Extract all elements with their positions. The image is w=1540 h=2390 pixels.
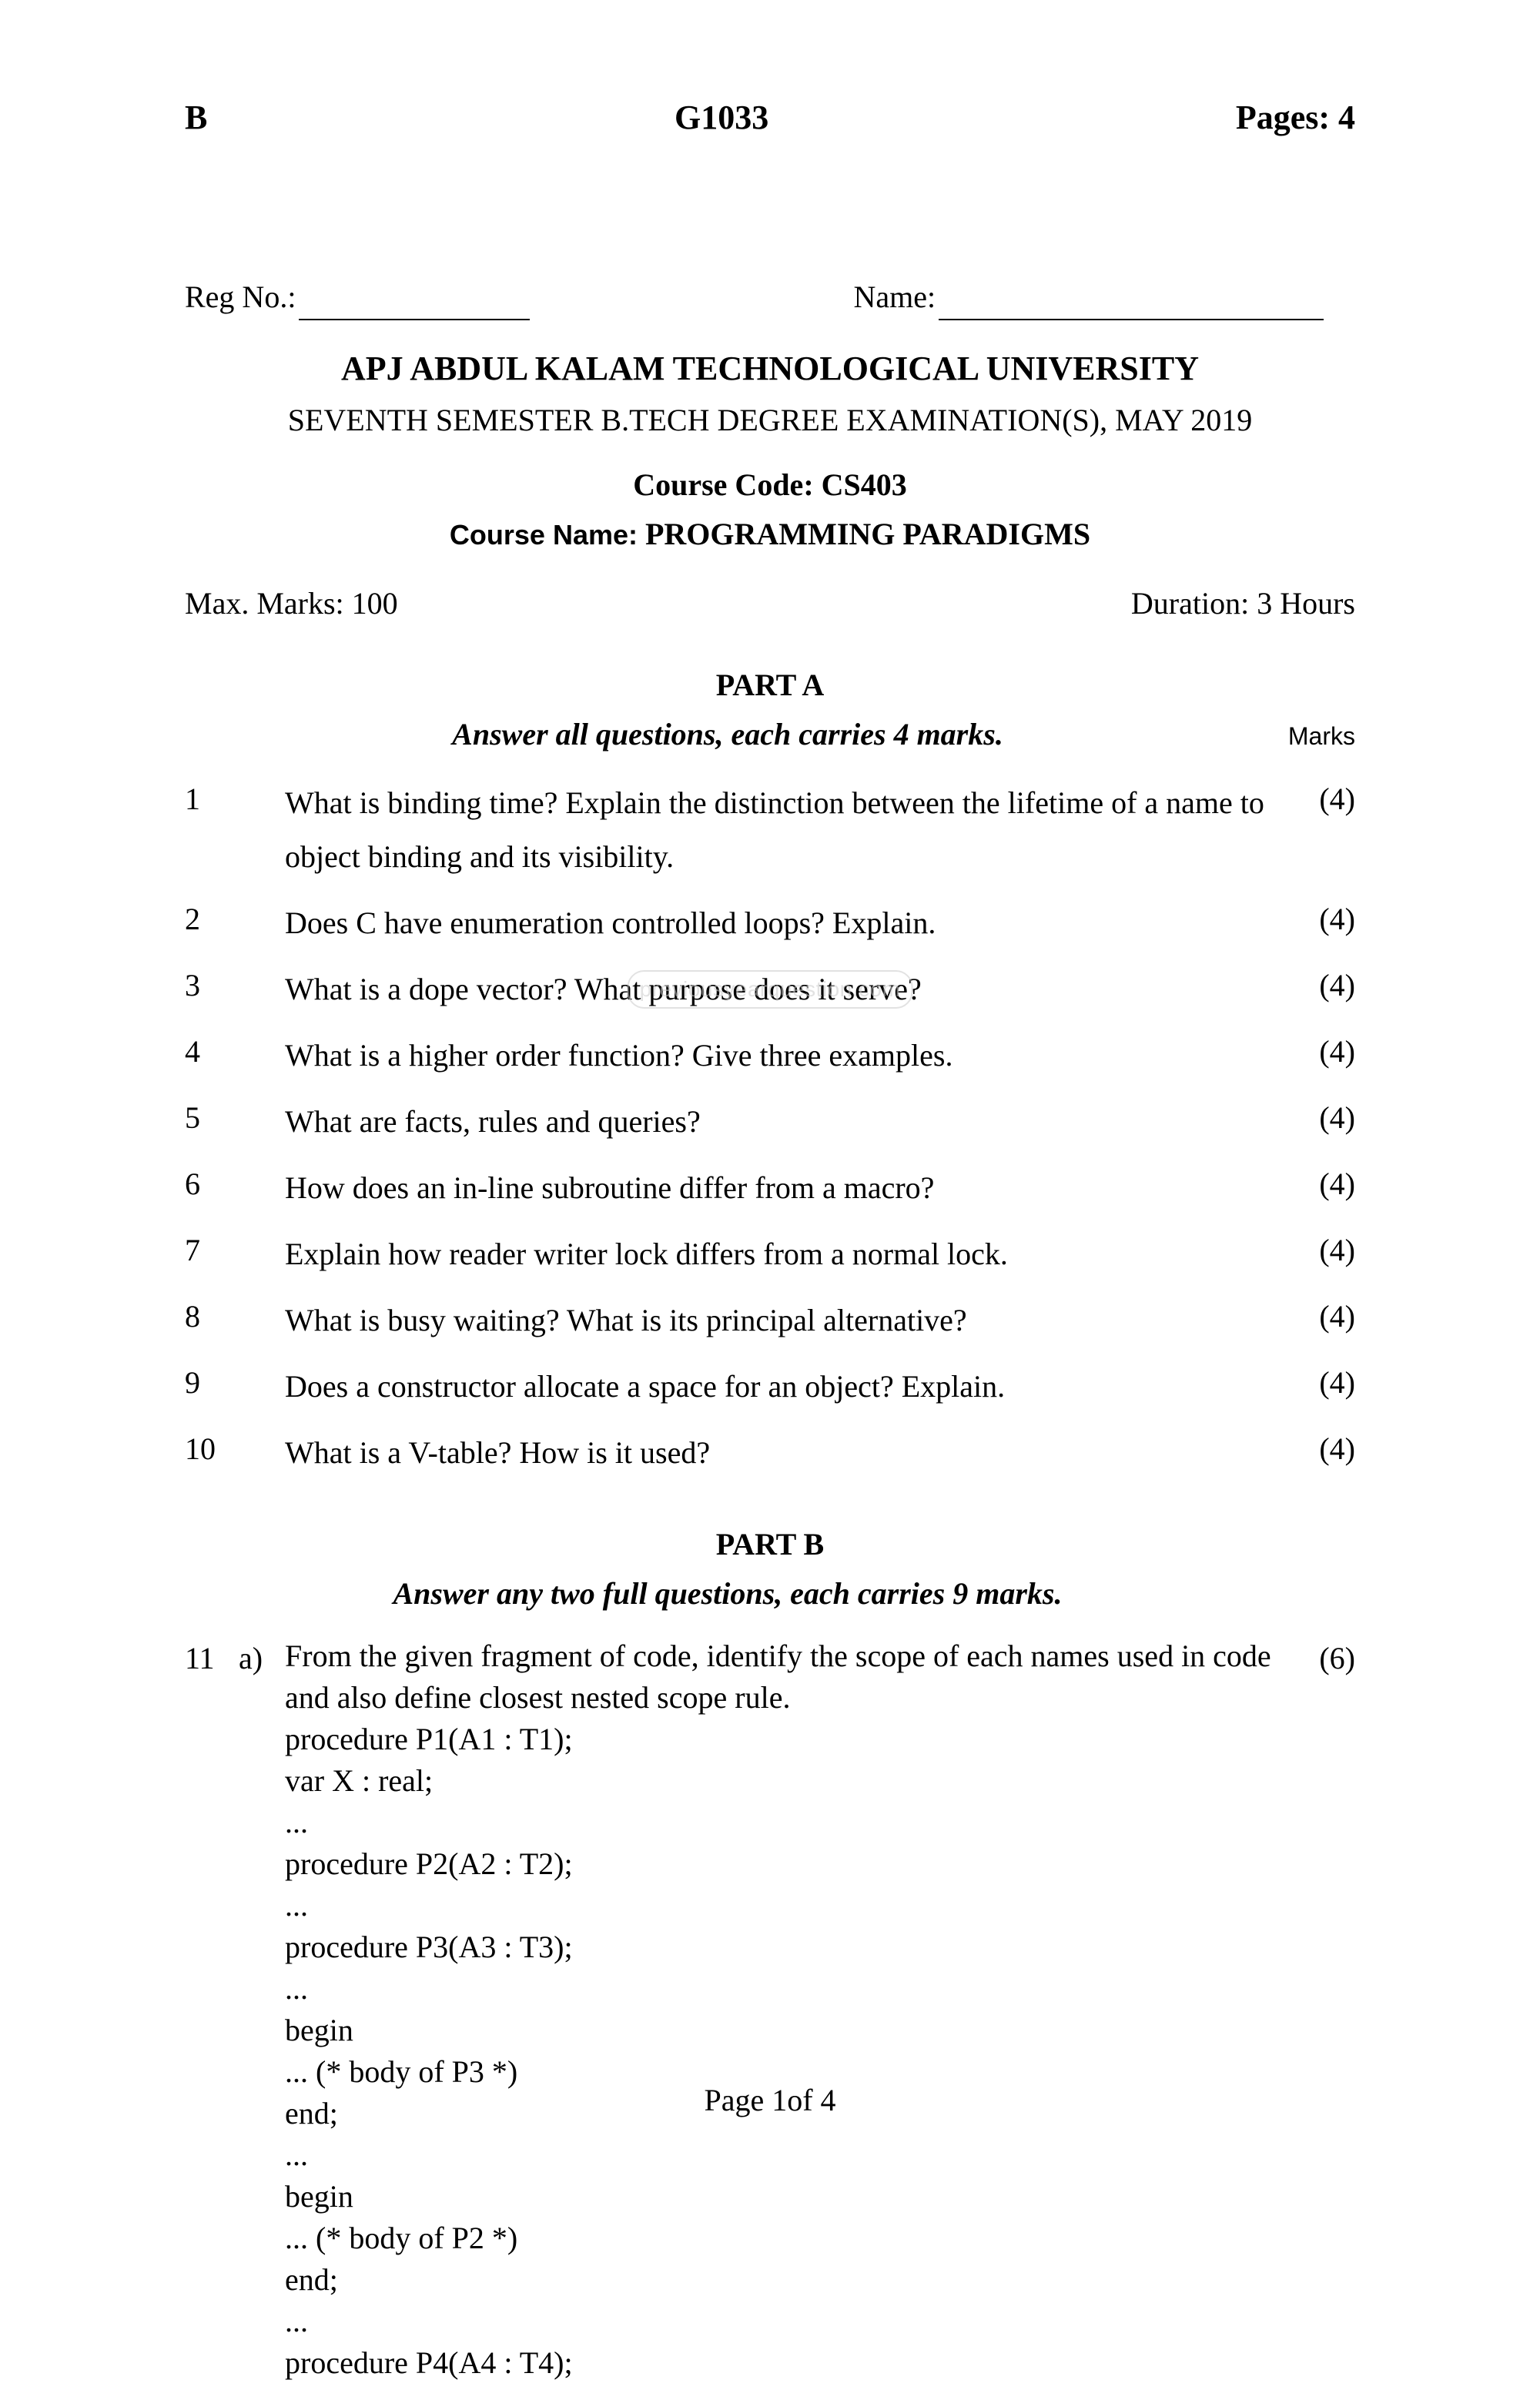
q-marks: (4) bbox=[1278, 1221, 1355, 1287]
part-b-questions: 11 a) From the given fragment of code, i… bbox=[185, 1629, 1355, 2390]
code-line: begin bbox=[285, 2176, 1278, 2218]
reg-no-label: Reg No.: bbox=[185, 274, 296, 320]
q-text: Explain how reader writer lock differs f… bbox=[285, 1221, 1278, 1287]
course-name: Course Name: PROGRAMMING PARADIGMS bbox=[185, 511, 1355, 557]
q-sub bbox=[239, 1023, 285, 1089]
part-b-title: PART B bbox=[185, 1521, 1355, 1568]
code-line: var X : real; bbox=[285, 1760, 1278, 1802]
q-sub bbox=[239, 890, 285, 956]
page-header: B G1033 Pages: 4 bbox=[185, 92, 1355, 143]
code-line: ... bbox=[285, 1802, 1278, 1843]
part-b-instruction: Answer any two full questions, each carr… bbox=[185, 1571, 1270, 1617]
code-line: ... bbox=[285, 1968, 1278, 2010]
q-num: 7 bbox=[185, 1221, 239, 1287]
q-num: 11 bbox=[185, 1629, 239, 2390]
q-marks: (4) bbox=[1278, 1089, 1355, 1155]
marks-heading: Marks bbox=[1270, 718, 1355, 755]
reg-name-row: Reg No.: Name: bbox=[185, 274, 1355, 320]
table-row: 11 a) From the given fragment of code, i… bbox=[185, 1629, 1355, 2390]
name-blank bbox=[939, 274, 1324, 320]
q-num: 8 bbox=[185, 1287, 239, 1354]
course-name-label: Course Name: bbox=[450, 519, 645, 551]
q-marks: (4) bbox=[1278, 770, 1355, 890]
q-sub bbox=[239, 1155, 285, 1221]
code-line: From the given fragment of code, identif… bbox=[285, 1635, 1278, 1719]
q-marks: (4) bbox=[1278, 1287, 1355, 1354]
q-num: 4 bbox=[185, 1023, 239, 1089]
q-num: 3 bbox=[185, 956, 239, 1023]
q-num: 6 bbox=[185, 1155, 239, 1221]
q-text: How does an in-line subroutine differ fr… bbox=[285, 1155, 1278, 1221]
reg-no-blank bbox=[299, 274, 530, 320]
exam-line: SEVENTH SEMESTER B.TECH DEGREE EXAMINATI… bbox=[185, 397, 1355, 444]
code-line: procedure P1(A1 : T1); bbox=[285, 1719, 1278, 1760]
code-line: end; bbox=[285, 2259, 1278, 2301]
code-line: ... bbox=[285, 2134, 1278, 2176]
q-sub bbox=[239, 1287, 285, 1354]
q-text: From the given fragment of code, identif… bbox=[285, 1629, 1278, 2390]
q-sub bbox=[239, 770, 285, 890]
q-text: What is binding time? Explain the distin… bbox=[285, 770, 1278, 890]
marks-duration-row: Max. Marks: 100 Duration: 3 Hours bbox=[185, 581, 1355, 627]
q-text: What is a dope vector? What purpose does… bbox=[285, 956, 1278, 1023]
q-marks: (4) bbox=[1278, 956, 1355, 1023]
q-num: 10 bbox=[185, 1420, 239, 1486]
q-text: Does a constructor allocate a space for … bbox=[285, 1354, 1278, 1420]
q-marks: (6) bbox=[1278, 1629, 1355, 2390]
q-sub bbox=[239, 956, 285, 1023]
q-text: What is busy waiting? What is its princi… bbox=[285, 1287, 1278, 1354]
table-row: 8 What is busy waiting? What is its prin… bbox=[185, 1287, 1355, 1354]
part-a-instruction-row: Answer all questions, each carries 4 mar… bbox=[185, 711, 1355, 758]
header-left: B bbox=[185, 92, 207, 143]
q-marks: (4) bbox=[1278, 890, 1355, 956]
code-line: ... bbox=[285, 2301, 1278, 2342]
table-row: 1 What is binding time? Explain the dist… bbox=[185, 770, 1355, 890]
part-b-instruction-row: Answer any two full questions, each carr… bbox=[185, 1571, 1355, 1617]
part-a-title: PART A bbox=[185, 662, 1355, 708]
code-line: procedure P2(A2 : T2); bbox=[285, 1843, 1278, 1885]
course-code: Course Code: CS403 bbox=[185, 462, 1355, 508]
q-sub bbox=[239, 1354, 285, 1420]
table-row: 6 How does an in-line subroutine differ … bbox=[185, 1155, 1355, 1221]
part-a-questions: 1 What is binding time? Explain the dist… bbox=[185, 770, 1355, 1486]
table-row: 10 What is a V-table? How is it used? (4… bbox=[185, 1420, 1355, 1486]
q-sub bbox=[239, 1420, 285, 1486]
q-num: 2 bbox=[185, 890, 239, 956]
name-label: Name: bbox=[853, 274, 936, 320]
q-sub: a) bbox=[239, 1629, 285, 2390]
q-sub bbox=[239, 1089, 285, 1155]
table-row: 9 Does a constructor allocate a space fo… bbox=[185, 1354, 1355, 1420]
q-num: 1 bbox=[185, 770, 239, 890]
exam-page: B G1033 Pages: 4 Reg No.: Name: APJ ABDU… bbox=[0, 0, 1540, 2177]
q-text: What are facts, rules and queries? bbox=[285, 1089, 1278, 1155]
q-marks: (4) bbox=[1278, 1354, 1355, 1420]
header-right: Pages: 4 bbox=[1236, 92, 1355, 143]
header-center: G1033 bbox=[675, 92, 768, 143]
table-row: 4 What is a higher order function? Give … bbox=[185, 1023, 1355, 1089]
code-line: procedure P3(A3 : T3); bbox=[285, 1926, 1278, 1968]
q-text: What is a V-table? How is it used? bbox=[285, 1420, 1278, 1486]
q-sub bbox=[239, 1221, 285, 1287]
q-marks: (4) bbox=[1278, 1420, 1355, 1486]
duration: Duration: 3 Hours bbox=[1131, 581, 1355, 627]
q-num: 9 bbox=[185, 1354, 239, 1420]
code-line: ... bbox=[285, 1885, 1278, 1926]
code-line: procedure P4(A4 : T4); bbox=[285, 2342, 1278, 2384]
max-marks: Max. Marks: 100 bbox=[185, 581, 398, 627]
table-row: 2 Does C have enumeration controlled loo… bbox=[185, 890, 1355, 956]
page-number: Page 1of 4 bbox=[0, 2077, 1540, 2124]
table-row: 3 What is a dope vector? What purpose do… bbox=[185, 956, 1355, 1023]
q-text: Does C have enumeration controlled loops… bbox=[285, 890, 1278, 956]
table-row: 7 Explain how reader writer lock differs… bbox=[185, 1221, 1355, 1287]
q-marks: (4) bbox=[1278, 1155, 1355, 1221]
university-title: APJ ABDUL KALAM TECHNOLOGICAL UNIVERSITY bbox=[185, 343, 1355, 394]
code-line: ... (* body of P2 *) bbox=[285, 2218, 1278, 2259]
q-text: What is a higher order function? Give th… bbox=[285, 1023, 1278, 1089]
q-num: 5 bbox=[185, 1089, 239, 1155]
q-marks: (4) bbox=[1278, 1023, 1355, 1089]
part-a-instruction: Answer all questions, each carries 4 mar… bbox=[185, 711, 1270, 758]
table-row: 5 What are facts, rules and queries? (4) bbox=[185, 1089, 1355, 1155]
course-name-value: PROGRAMMING PARADIGMS bbox=[645, 517, 1090, 551]
code-line: begin bbox=[285, 2010, 1278, 2051]
